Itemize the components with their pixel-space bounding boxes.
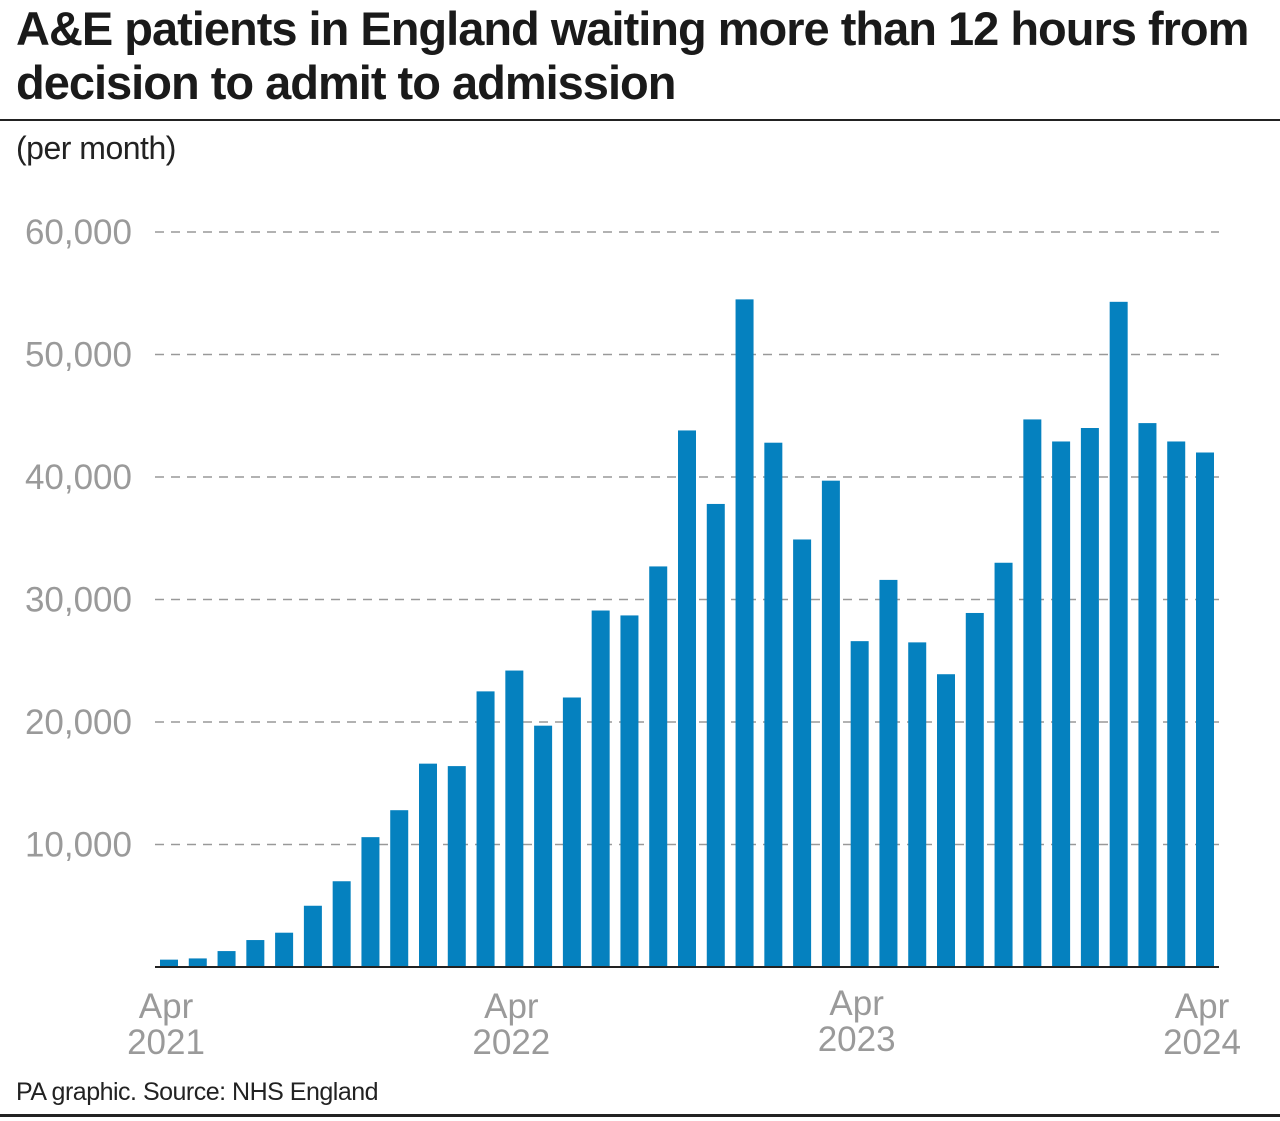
bar-dec-2021: Dec 2021: 12800: [390, 810, 409, 967]
bar-apr-2024: Apr 2024: 42000: [1196, 452, 1214, 967]
bar-jun-2023: Jun 2023: 26500: [908, 642, 927, 967]
x-tick-year: 2021: [127, 1023, 205, 1062]
y-tick-label: 30,000: [25, 581, 132, 620]
bar-oct-2021: Oct 2021: 7000: [332, 881, 351, 967]
bar-jul-2022: Jul 2022: 29100: [591, 610, 610, 967]
bar-jun-2022: Jun 2022: 22000: [562, 697, 581, 967]
bar-dec-2022: Dec 2022: 54500: [735, 299, 754, 967]
bar-jul-2021: Jul 2021: 2200: [246, 940, 265, 967]
bar-dec-2023: Dec 2023: 44000: [1080, 428, 1099, 967]
bar-jun-2021: Jun 2021: 1300: [217, 951, 236, 967]
bar-apr-2021: Apr 2021: 600: [160, 959, 178, 967]
source-credit: PA graphic. Source: NHS England: [16, 1078, 379, 1106]
chart-subtitle: (per month): [16, 130, 176, 166]
bar-jul-2023: Jul 2023: 23900: [937, 674, 955, 967]
y-tick-label: 40,000: [25, 458, 132, 497]
bar-jan-2022: Jan 2022: 16600: [419, 763, 437, 967]
bar-apr-2023: Apr 2023: 26600: [850, 641, 869, 967]
bar-oct-2022: Oct 2022: 43800: [678, 430, 696, 967]
y-tick-label: 10,000: [25, 826, 132, 865]
bar-aug-2022: Aug 2022: 28700: [620, 615, 639, 967]
x-tick-month: Apr: [1175, 987, 1230, 1026]
bar-aug-2021: Aug 2021: 2800: [275, 932, 294, 967]
bar-sep-2021: Sep 2021: 5000: [303, 905, 322, 967]
bar-sep-2022: Sep 2022: 32700: [649, 566, 668, 967]
y-tick-label: 60,000: [25, 213, 132, 252]
x-tick-year: 2022: [472, 1023, 550, 1062]
bar-feb-2023: Feb 2023: 34900: [793, 539, 812, 967]
bar-feb-2022: Feb 2022: 16400: [447, 766, 466, 967]
bar-oct-2023: Oct 2023: 44700: [1023, 419, 1042, 967]
footer-divider: [0, 1114, 1280, 1117]
bar-feb-2024: Feb 2024: 44400: [1138, 423, 1157, 968]
bar-mar-2023: Mar 2023: 39700: [821, 480, 840, 967]
bar-aug-2023: Aug 2023: 28900: [965, 612, 984, 967]
x-tick-month: Apr: [484, 987, 539, 1026]
bar-may-2021: May 2021: 700: [188, 958, 207, 967]
bar-jan-2024: Jan 2024: 54300: [1109, 301, 1128, 967]
bar-sep-2023: Sep 2023: 33000: [994, 562, 1013, 967]
y-axis-labels: 10,000 20,000 30,000 40,000 50,000 60,000: [25, 213, 132, 865]
x-tick-month: Apr: [139, 987, 194, 1026]
bar-may-2022: May 2022: 19700: [534, 725, 553, 967]
chart-title: A&E patients in England waiting more tha…: [16, 2, 1249, 109]
y-tick-label: 50,000: [25, 336, 132, 375]
x-tick-year: 2023: [818, 1020, 896, 1059]
x-tick-year: 2024: [1163, 1023, 1241, 1062]
bar-mar-2024: Mar 2024: 42900: [1167, 441, 1186, 968]
bars: Apr 2021: 600 May 2021: 700 Jun 2021: 1300…: [160, 299, 1214, 968]
bar-nov-2021: Nov 2021: 10600: [361, 837, 380, 967]
title-divider: [0, 119, 1280, 121]
bar-jan-2023: Jan 2023: 42800: [764, 442, 783, 967]
bar-mar-2022: Mar 2022: 22500: [476, 691, 495, 967]
bar-may-2023: May 2023: 31600: [879, 579, 898, 967]
x-tick-month: Apr: [829, 984, 884, 1023]
bar-nov-2022: Nov 2022: 37800: [706, 503, 725, 967]
y-tick-label: 20,000: [25, 703, 132, 742]
bar-nov-2023: Nov 2023: 42900: [1052, 441, 1071, 968]
bar-apr-2022: Apr 2022: 24200: [505, 670, 524, 967]
